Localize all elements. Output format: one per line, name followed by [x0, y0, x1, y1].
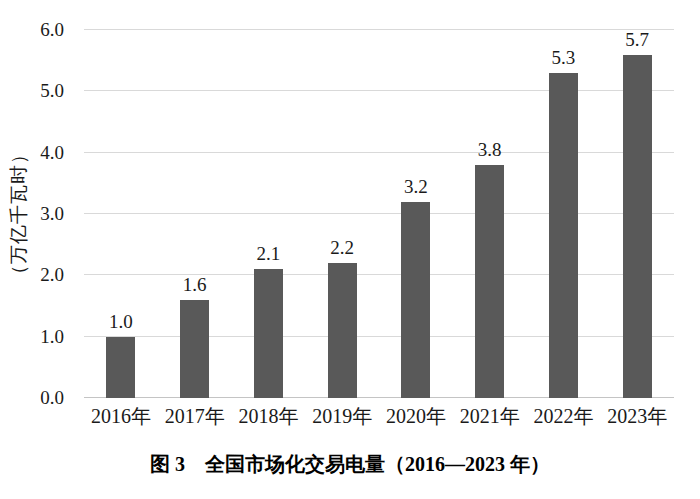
bar-column: 1.0 — [84, 30, 158, 398]
x-tick-label: 2019年 — [305, 403, 379, 430]
y-tick-label: 1.0 — [0, 327, 64, 347]
bar-value-label: 2.1 — [257, 244, 281, 264]
y-axis-ticks: 0.01.02.03.04.05.06.0 — [0, 30, 64, 398]
bar — [106, 337, 135, 398]
x-tick-label: 2022年 — [527, 403, 601, 430]
figure-caption: 图 3 全国市场化交易电量（2016—2023 年） — [0, 451, 700, 478]
bars-container: 1.0 1.6 2.1 2.2 3.2 3.8 5.3 5.7 — [84, 30, 674, 398]
x-tick-label: 2020年 — [379, 403, 453, 430]
y-tick-label: 6.0 — [0, 20, 64, 40]
plot-area: 1.0 1.6 2.1 2.2 3.2 3.8 5.3 5.7 — [84, 30, 674, 398]
bar-column: 3.8 — [453, 30, 527, 398]
bar — [623, 55, 652, 398]
bar — [549, 73, 578, 398]
bar-column: 3.2 — [379, 30, 453, 398]
x-tick-label: 2018年 — [232, 403, 306, 430]
x-axis-labels: 2016年2017年2018年2019年2020年2021年2022年2023年 — [84, 403, 674, 430]
y-tick-label: 2.0 — [0, 265, 64, 285]
bar-value-label: 3.2 — [404, 177, 428, 197]
y-tick-label: 0.0 — [0, 388, 64, 408]
x-tick-label: 2016年 — [84, 403, 158, 430]
x-tick-label: 2021年 — [453, 403, 527, 430]
bar-value-label: 5.3 — [552, 48, 576, 68]
bar-value-label: 5.7 — [625, 30, 649, 50]
bar-value-label: 1.6 — [183, 275, 207, 295]
bar — [180, 300, 209, 398]
x-tick-label: 2017年 — [158, 403, 232, 430]
y-tick-label: 5.0 — [0, 81, 64, 101]
bar — [328, 263, 357, 398]
bar-column: 2.2 — [305, 30, 379, 398]
x-tick-label: 2023年 — [600, 403, 674, 430]
bar — [401, 202, 430, 398]
y-tick-label: 4.0 — [0, 143, 64, 163]
bar-column: 5.3 — [527, 30, 601, 398]
bar — [475, 165, 504, 398]
bar-value-label: 1.0 — [109, 312, 133, 332]
y-tick-label: 3.0 — [0, 204, 64, 224]
bar-column: 2.1 — [232, 30, 306, 398]
bar-value-label: 2.2 — [330, 238, 354, 258]
bar-chart-figure: （万亿千瓦时） 0.01.02.03.04.05.06.0 1.01.62.12… — [0, 0, 700, 499]
bar-value-label: 3.8 — [478, 140, 502, 160]
bar-column: 1.6 — [158, 30, 232, 398]
bar — [254, 269, 283, 398]
bar-column: 5.7 — [600, 30, 674, 398]
